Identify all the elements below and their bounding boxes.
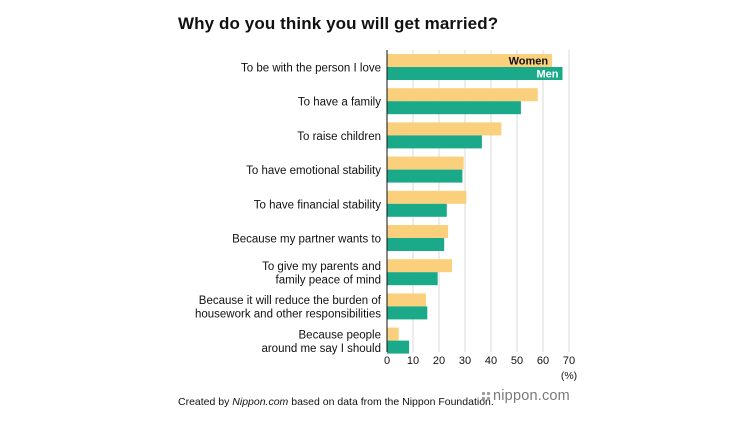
x-tick-label: 40 bbox=[485, 355, 497, 367]
bar-men bbox=[387, 238, 445, 251]
bar-men bbox=[387, 67, 563, 80]
bar-women bbox=[387, 190, 467, 204]
category-label: To give my parents and family peace of mi… bbox=[262, 261, 381, 287]
x-tick-label: 10 bbox=[407, 355, 419, 367]
x-axis-unit: (%) bbox=[561, 370, 577, 382]
x-tick-label: 20 bbox=[433, 355, 445, 367]
bar-women bbox=[387, 225, 449, 238]
x-tick-label: 0 bbox=[384, 355, 390, 367]
chart-title: Why do you think you will get married? bbox=[178, 14, 499, 33]
logo-text: nippon.com bbox=[493, 388, 570, 404]
bar-men bbox=[387, 101, 521, 115]
category-label: To be with the person I love bbox=[241, 63, 381, 75]
x-tick-label: 60 bbox=[537, 355, 549, 367]
bar-women bbox=[387, 327, 399, 341]
bar-women bbox=[387, 293, 426, 307]
bar-men bbox=[387, 169, 463, 183]
category-label: Because my partner wants to bbox=[232, 234, 381, 246]
source-credit: Created by Nippon.com based on data from… bbox=[178, 396, 494, 408]
legend-men: Men bbox=[537, 69, 559, 81]
credit-site: Nippon.com bbox=[232, 396, 289, 408]
bar-women bbox=[387, 156, 464, 170]
category-label: Because it will reduce the burden of hous… bbox=[195, 295, 382, 321]
x-tick-label: 70 bbox=[563, 355, 575, 367]
legend-women: Women bbox=[509, 56, 549, 68]
category-label: To have financial stability bbox=[254, 199, 381, 211]
bar-men bbox=[387, 203, 447, 217]
bar-men bbox=[387, 135, 482, 149]
bar-men bbox=[387, 272, 438, 286]
credit-suffix: based on data from the Nippon Foundation… bbox=[288, 396, 494, 408]
x-tick-label: 50 bbox=[511, 355, 523, 367]
bar-women bbox=[387, 54, 553, 67]
category-label: To have emotional stability bbox=[246, 165, 381, 177]
logo-dots-icon bbox=[481, 391, 491, 401]
category-label: Because people around me say I should bbox=[261, 329, 381, 355]
credit-prefix: Created by bbox=[178, 396, 233, 408]
category-label: To have a family bbox=[298, 97, 381, 109]
bar-women bbox=[387, 259, 452, 273]
bar-men bbox=[387, 340, 410, 354]
category-label: To raise children bbox=[297, 131, 381, 143]
x-tick-label: 30 bbox=[459, 355, 471, 367]
bar-women bbox=[387, 122, 502, 136]
bar-women bbox=[387, 88, 538, 102]
bar-men bbox=[387, 306, 428, 320]
nippon-logo: nippon.com bbox=[481, 388, 570, 404]
